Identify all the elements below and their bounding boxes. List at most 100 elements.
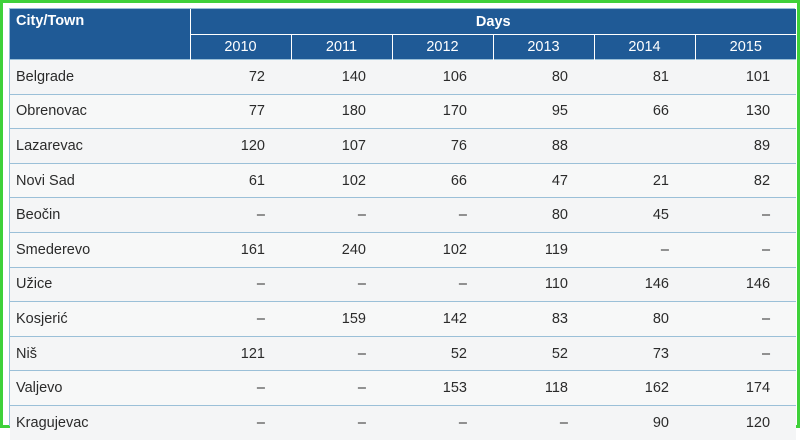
value-cell: 121 <box>190 335 291 371</box>
value-cell: 66 <box>392 162 493 198</box>
value-cell: 52 <box>493 335 594 371</box>
city-cell: Kragujevac <box>10 404 190 440</box>
value-cell: 76 <box>392 128 493 164</box>
value-cell: – <box>392 266 493 302</box>
year-header-2015: 2015 <box>694 34 797 60</box>
days-column-header: Days <box>189 9 797 35</box>
value-cell: – <box>190 197 291 233</box>
value-cell: 118 <box>493 370 594 406</box>
value-cell: – <box>493 404 594 440</box>
value-cell: 240 <box>291 231 392 268</box>
year-header-2013: 2013 <box>492 34 594 60</box>
value-cell: 95 <box>493 93 594 129</box>
value-cell: 77 <box>190 93 291 129</box>
value-cell: 52 <box>392 335 493 371</box>
table-row: Novi Sad 61 102 66 47 21 82 <box>10 162 797 198</box>
value-cell: – <box>190 266 291 302</box>
value-cell <box>594 128 695 164</box>
value-cell: 180 <box>291 93 392 129</box>
value-cell: – <box>695 231 797 268</box>
city-column-header: City/Town <box>10 9 190 60</box>
value-cell: 146 <box>695 266 797 302</box>
city-cell: Kosjerić <box>10 301 190 337</box>
table-row: Smederevo 161 240 102 119– – <box>10 231 797 268</box>
table-row: Užice – – –110 146 146 <box>10 266 797 302</box>
table-body: Belgrade 72 140 106 80 81 101 Obrenovac 77 180 170… <box>10 59 797 440</box>
value-cell: 81 <box>594 59 695 95</box>
value-cell: 80 <box>493 197 594 233</box>
value-cell: 162 <box>594 370 695 406</box>
value-cell: – <box>291 266 392 302</box>
value-cell: 102 <box>291 162 392 198</box>
value-cell: 73 <box>594 335 695 371</box>
city-cell: Užice <box>10 266 190 302</box>
city-cell: Obrenovac <box>10 93 190 129</box>
value-cell: 61 <box>190 162 291 198</box>
year-header-row: 2010 2011 2012 2013 2014 2015 <box>10 34 797 60</box>
days-table: City/Town Days 2010 2011 2012 2013 2014 2015 … <box>10 9 797 440</box>
table-row: Belgrade 72 140 106 80 81 101 <box>10 59 797 95</box>
value-cell: 80 <box>594 301 695 337</box>
table-row: Niš 121–52 52 73– <box>10 335 797 371</box>
value-cell: 174 <box>695 370 797 406</box>
value-cell: 110 <box>493 266 594 302</box>
value-cell: 119 <box>493 231 594 268</box>
table-container: City/Town Days 2010 2011 2012 2013 2014 2015 … <box>9 8 797 440</box>
value-cell: 82 <box>695 162 797 198</box>
value-cell: 45 <box>594 197 695 233</box>
value-cell: – <box>392 404 493 440</box>
value-cell: – <box>291 404 392 440</box>
table-row: Obrenovac 77 180 170 95 66 130 <box>10 93 797 129</box>
value-cell: 120 <box>695 404 797 440</box>
value-cell: 120 <box>190 128 291 164</box>
value-cell: – <box>190 301 291 337</box>
value-cell: 90 <box>594 404 695 440</box>
city-cell: Lazarevac <box>10 128 190 164</box>
value-cell: 88 <box>493 128 594 164</box>
city-cell: Beočin <box>10 197 190 233</box>
year-header-2010: 2010 <box>189 34 291 60</box>
year-header-2014: 2014 <box>593 34 695 60</box>
value-cell: – <box>190 370 291 406</box>
value-cell: 159 <box>291 301 392 337</box>
value-cell: – <box>392 197 493 233</box>
value-cell: 102 <box>392 231 493 268</box>
table-row: Kragujevac – – – –90 120 <box>10 404 797 440</box>
value-cell: – <box>291 370 392 406</box>
table-row: Valjevo – –153 118 162 174 <box>10 370 797 406</box>
value-cell: 66 <box>594 93 695 129</box>
value-cell: 170 <box>392 93 493 129</box>
value-cell: 107 <box>291 128 392 164</box>
header-row: City/Town Days <box>10 9 797 60</box>
city-cell: Novi Sad <box>10 162 190 198</box>
value-cell: – <box>291 335 392 371</box>
city-cell: Niš <box>10 335 190 371</box>
value-cell: 130 <box>695 93 797 129</box>
city-cell: Valjevo <box>10 370 190 406</box>
value-cell: 161 <box>190 231 291 268</box>
value-cell: – <box>695 197 797 233</box>
city-cell: Belgrade <box>10 59 190 95</box>
value-cell: 89 <box>695 128 797 164</box>
value-cell: 142 <box>392 301 493 337</box>
value-cell: 146 <box>594 266 695 302</box>
value-cell: – <box>291 197 392 233</box>
table-row: Kosjerić –159 142 83 80– <box>10 301 797 337</box>
value-cell: 21 <box>594 162 695 198</box>
value-cell: 83 <box>493 301 594 337</box>
value-cell: 47 <box>493 162 594 198</box>
value-cell: 101 <box>695 59 797 95</box>
value-cell: – <box>594 231 695 268</box>
value-cell: – <box>695 335 797 371</box>
table-row: Beočin – – –80 45– <box>10 197 797 233</box>
value-cell: – <box>190 404 291 440</box>
value-cell: – <box>695 301 797 337</box>
value-cell: 140 <box>291 59 392 95</box>
value-cell: 106 <box>392 59 493 95</box>
value-cell: 72 <box>190 59 291 95</box>
table-row: Lazarevac 120 107 76 88 89 <box>10 128 797 164</box>
year-header-2011: 2011 <box>290 34 392 60</box>
value-cell: 80 <box>493 59 594 95</box>
value-cell: 153 <box>392 370 493 406</box>
